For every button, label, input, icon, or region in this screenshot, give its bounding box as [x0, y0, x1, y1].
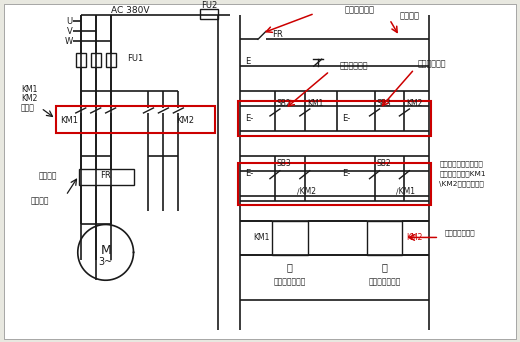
Text: KM1: KM1 [307, 100, 323, 108]
Text: E: E [245, 57, 250, 66]
Text: 主触点: 主触点 [21, 104, 35, 113]
Text: FU1: FU1 [127, 54, 144, 63]
Bar [367, 221, 402, 255]
Text: ∕KM2: ∕KM2 [297, 186, 316, 195]
Text: KM1: KM1 [21, 84, 37, 94]
Text: 通电断开，保证KM1: 通电断开，保证KM1 [439, 170, 486, 177]
Bar [76, 53, 86, 67]
Text: 反转启动按鈕: 反转启动按鈕 [418, 60, 446, 69]
Text: E-: E- [245, 115, 253, 123]
Text: \KM2不会同时工作: \KM2不会同时工作 [439, 180, 484, 187]
Text: 反转接触器线圈: 反转接触器线圈 [444, 229, 475, 236]
Text: KM1: KM1 [60, 116, 78, 126]
Text: E-: E- [342, 169, 350, 178]
Text: KM2: KM2 [176, 116, 194, 126]
Text: 热继电器开关: 热继电器开关 [345, 5, 374, 14]
Text: 正转启动按鈕: 正转启动按鈕 [340, 62, 368, 71]
Text: FU2: FU2 [201, 1, 217, 10]
Bar [79, 169, 134, 185]
Text: SB3: SB3 [277, 159, 292, 168]
Text: E-: E- [245, 169, 253, 178]
Text: FR: FR [272, 30, 283, 39]
Bar [90, 53, 101, 67]
Text: KM2: KM2 [407, 233, 423, 242]
Text: FR: FR [100, 171, 111, 180]
Text: SB2: SB2 [376, 159, 391, 168]
Text: KM1: KM1 [254, 233, 270, 242]
Text: 反: 反 [382, 262, 387, 272]
Text: 正转接触器线圈: 正转接触器线圈 [274, 278, 306, 287]
Bar [106, 53, 115, 67]
Text: SB3: SB3 [376, 100, 391, 108]
Bar [238, 101, 431, 136]
Bar [200, 9, 218, 19]
Text: SB2: SB2 [277, 100, 292, 108]
Text: 正反转互锁，常闭触点: 正反转互锁，常闭触点 [439, 160, 483, 167]
Text: 热继电器: 热继电器 [31, 196, 49, 205]
Text: 停止按鈕: 停止按鈕 [399, 11, 420, 20]
Text: U: U [67, 17, 73, 26]
Text: 反转接触器线圈: 反转接触器线圈 [368, 278, 401, 287]
Text: E-: E- [342, 115, 350, 123]
Bar [238, 163, 431, 205]
Text: 3~: 3~ [98, 257, 113, 267]
Text: W: W [64, 37, 73, 46]
Text: AC 380V: AC 380V [111, 6, 150, 15]
Text: M: M [100, 244, 111, 257]
Bar [56, 106, 215, 133]
Text: 正: 正 [287, 262, 293, 272]
Text: KM2: KM2 [21, 93, 37, 103]
Bar [272, 221, 308, 255]
Text: V: V [67, 27, 73, 36]
Text: ∕KM1: ∕KM1 [396, 186, 415, 195]
Text: KM2: KM2 [407, 100, 423, 108]
Text: 热继电器: 热继电器 [38, 171, 57, 180]
